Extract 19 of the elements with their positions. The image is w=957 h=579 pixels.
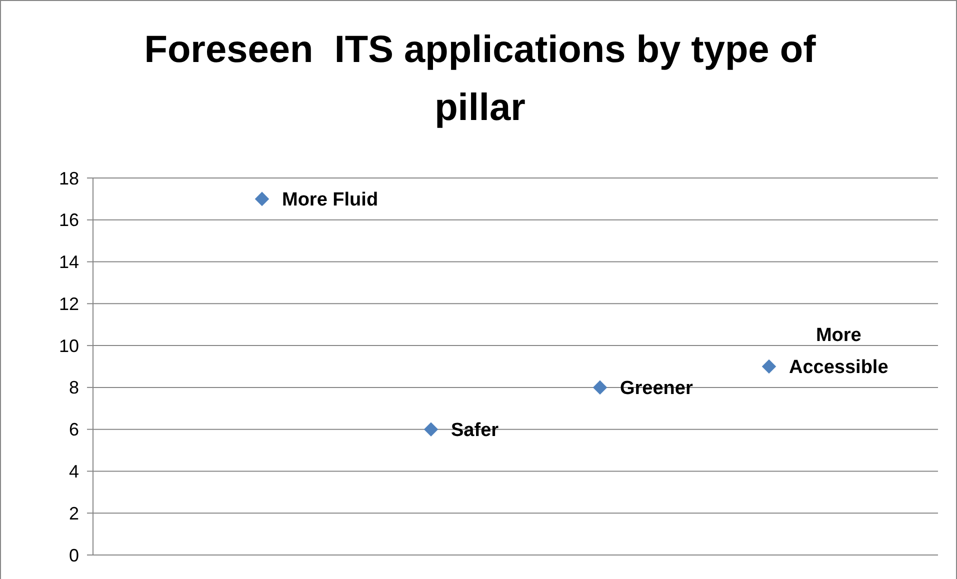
y-tick-label: 0 <box>68 545 79 566</box>
y-tick-label: 12 <box>58 294 79 314</box>
y-tick-label: 18 <box>58 168 79 188</box>
chart-title: Foreseen ITS applications by type of pillar <box>144 29 816 129</box>
y-tick-label: 2 <box>68 503 79 524</box>
y-tick-label: 14 <box>58 252 79 272</box>
annotation: More Fluid <box>282 190 378 211</box>
point <box>424 422 438 436</box>
annotation: More Accessible <box>788 325 888 378</box>
annotation: Safer <box>451 420 500 441</box>
y-tick-label: 6 <box>68 420 79 440</box>
point <box>592 380 608 395</box>
y-tick-label: 16 <box>58 210 79 230</box>
point <box>254 192 270 206</box>
point <box>762 359 776 374</box>
annotation: Greener <box>620 378 694 400</box>
y-tick-label: 4 <box>68 462 79 482</box>
y-tick-label: 8 <box>68 378 79 398</box>
y-tick-label: 10 <box>58 336 79 356</box>
